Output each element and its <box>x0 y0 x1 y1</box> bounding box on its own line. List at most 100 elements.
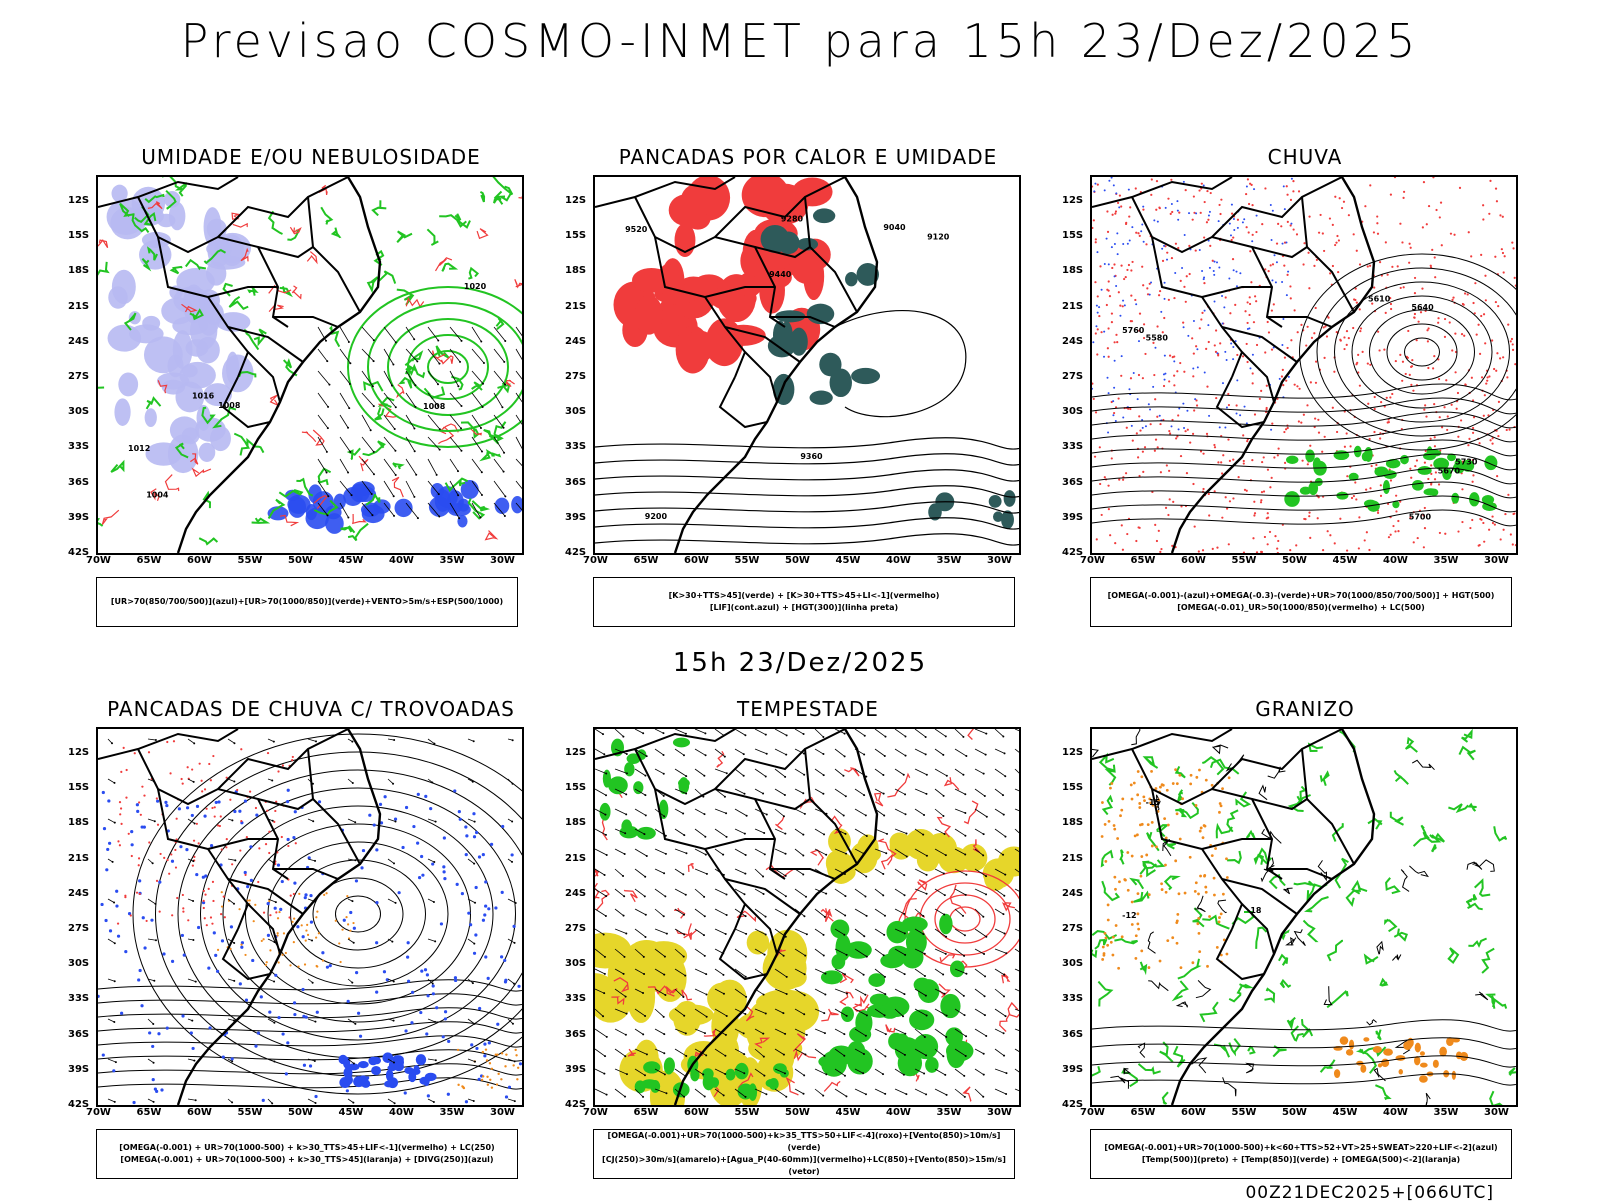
contour-label: 9280 <box>781 214 804 223</box>
lat-label: 15S <box>565 230 587 242</box>
lon-label: 35W <box>439 555 465 566</box>
lat-label: 27S <box>68 923 90 934</box>
lon-label: 60W <box>1181 1107 1206 1118</box>
lon-label: 60W <box>684 555 709 566</box>
lon-label: 35W <box>936 555 962 566</box>
lat-label: 12S <box>1062 195 1084 206</box>
lon-label: 70W <box>86 555 111 566</box>
panel-granizo: GRANIZO -12 -15 -18 [OMEGA(-0.001)+UR>70(1… <box>1062 697 1520 1182</box>
legend-line: [CJ(250)>30m/s](amarelo)+[Agua_P(40-60mm… <box>602 1155 1006 1176</box>
panel-pancadas-calor: PANCADAS POR CALOR E UMIDADE 9520 9440 936… <box>565 145 1023 630</box>
lon-label: 40W <box>389 1107 414 1118</box>
map-granizo[interactable]: -12 -15 -18 <box>1090 727 1518 1107</box>
map-tempestade[interactable] <box>593 727 1021 1107</box>
lon-label: 55W <box>237 555 263 566</box>
lon-label: 60W <box>684 1107 709 1118</box>
run-info-footer: 00Z21DEC2025+[066UTC] <box>1245 1183 1494 1203</box>
lat-label: 30S <box>565 406 587 418</box>
lat-label: 42S <box>565 1099 587 1110</box>
panel-title: GRANIZO <box>1255 697 1355 721</box>
legend-line: [OMEGA(-0.001) + UR>70(1000-500) + k>30_… <box>119 1143 495 1152</box>
map-umidade[interactable]: 1012 1008 1016 1020 1008 1004 <box>96 175 524 555</box>
panel-title: UMIDADE E/OU NEBULOSIDADE <box>141 145 481 169</box>
lon-label: 65W <box>1130 1107 1156 1118</box>
lat-label: 15S <box>68 782 90 794</box>
lon-label: 30W <box>1484 1107 1509 1118</box>
lon-label: 40W <box>886 1107 911 1118</box>
contour-label: 5610 <box>1368 295 1391 304</box>
lon-label: 45W <box>1332 555 1358 566</box>
lat-label: 42S <box>1062 547 1084 558</box>
map-chuva[interactable]: 5760 5730 5700 5670 5640 5610 5580 <box>1090 175 1518 555</box>
lat-label: 30S <box>565 958 587 970</box>
panel-legend: [UR>70(850/700/500)](azul)+[UR>70(1000/8… <box>96 577 518 627</box>
lat-label: 18S <box>68 817 90 829</box>
panel-umidade: UMIDADE E/OU NEBULOSIDADE 1012 1008 1016 10… <box>68 145 526 630</box>
lon-label: 45W <box>338 555 364 566</box>
lat-label: 39S <box>68 511 90 523</box>
legend-line: [OMEGA(-0.01)_UR>50(1000/850)(vermelho) … <box>1177 603 1425 612</box>
legend-line: [Temp(500)](preto) + [Temp(850)](verde) … <box>1141 1155 1461 1164</box>
lon-label: 65W <box>1130 555 1156 566</box>
lat-label: 27S <box>565 923 587 934</box>
lat-label: 15S <box>68 230 90 242</box>
forecast-time-subtitle: 15h 23/Dez/2025 <box>672 648 928 678</box>
lat-label: 36S <box>565 1028 587 1040</box>
panel-legend: [OMEGA(-0.001)-(azul)+OMEGA(-0.3)-(verde… <box>1090 577 1512 627</box>
lat-label: 15S <box>1062 782 1084 794</box>
map-graphic: -12 -15 -18 <box>1092 729 1516 1105</box>
lat-label: 21S <box>68 300 90 312</box>
contour-label: -15 <box>1146 798 1161 807</box>
lon-label: 65W <box>136 1107 162 1118</box>
panel-legend: [OMEGA(-0.001)+UR>70(1000-500)+k<60+TTS>… <box>1090 1129 1512 1179</box>
lon-label: 70W <box>1080 555 1105 566</box>
lat-label: 39S <box>1062 511 1084 523</box>
legend-line: [OMEGA(-0.001) + UR>70(1000-500) + k>30_… <box>120 1155 494 1164</box>
panel-title: PANCADAS POR CALOR E UMIDADE <box>618 145 998 169</box>
lat-label: 30S <box>68 406 90 418</box>
lon-label: 50W <box>288 555 313 566</box>
lat-label: 15S <box>565 782 587 794</box>
contour-label: 5580 <box>1146 334 1169 343</box>
map-graphic <box>98 729 522 1105</box>
lon-label: 70W <box>583 1107 608 1118</box>
panel-title: CHUVA <box>1267 145 1343 169</box>
panel-chuva: CHUVA 5760 5730 5700 5670 5640 5610 5580 [OMEG… <box>1062 145 1520 630</box>
panel-legend: [K>30+TTS>45](verde) + [K>30+TTS>45+LI<-… <box>593 577 1015 627</box>
lat-label: 30S <box>1062 406 1084 418</box>
lon-label: 50W <box>1282 555 1307 566</box>
legend-line: [LIF](cont.azul) + [HGT(300)](linha pret… <box>709 603 899 612</box>
lon-label: 50W <box>785 1107 810 1118</box>
lat-label: 33S <box>68 441 90 453</box>
page-title: Previsao COSMO-INMET para 15h 23/Dez/202… <box>180 14 1420 68</box>
lat-label: 12S <box>565 747 587 758</box>
lon-label: 50W <box>785 555 810 566</box>
lon-label: 60W <box>1181 555 1206 566</box>
legend-line: [UR>70(850/700/500)](azul)+[UR>70(1000/8… <box>110 597 504 606</box>
contour-label: 5700 <box>1409 513 1432 522</box>
lat-label: 30S <box>68 958 90 970</box>
lon-label: 65W <box>633 555 659 566</box>
legend-line: [OMEGA(-0.001)+UR>70(1000-500)+k<60+TTS>… <box>1104 1143 1498 1152</box>
lat-label: 33S <box>565 441 587 453</box>
lat-label: 18S <box>565 265 587 277</box>
lat-label: 36S <box>1062 1028 1084 1040</box>
lon-label: 55W <box>237 1107 263 1118</box>
lat-label: 33S <box>1062 441 1084 453</box>
map-pancadas-calor[interactable]: 9520 9440 9360 9280 9200 9120 9040 <box>593 175 1021 555</box>
lon-label: 35W <box>439 1107 465 1118</box>
lat-label: 30S <box>1062 958 1084 970</box>
lon-label: 70W <box>86 1107 111 1118</box>
lat-label: 27S <box>1062 923 1084 934</box>
panel-title: TEMPESTADE <box>737 697 879 721</box>
map-trovoadas[interactable] <box>96 727 524 1107</box>
lon-label: 60W <box>187 1107 212 1118</box>
lat-label: 39S <box>565 511 587 523</box>
lon-label: 55W <box>734 1107 760 1118</box>
lat-label: 21S <box>1062 852 1084 864</box>
contour-label: 1008 <box>423 402 446 411</box>
lat-label: 21S <box>565 300 587 312</box>
legend-line: [K>30+TTS>45](verde) + [K>30+TTS>45+LI<-… <box>668 591 940 600</box>
contour-label: 9440 <box>769 270 792 279</box>
